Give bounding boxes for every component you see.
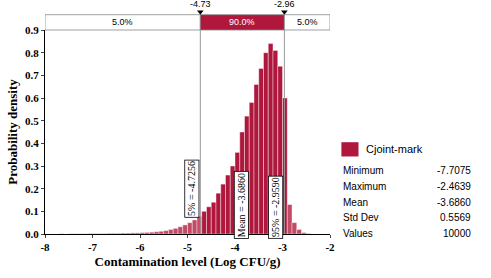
svg-text:Std Dev: Std Dev (343, 212, 379, 223)
svg-text:0.9: 0.9 (25, 24, 39, 36)
svg-text:5% = -4.7256: 5% = -4.7256 (186, 161, 197, 216)
svg-text:0.1: 0.1 (25, 205, 39, 217)
svg-text:0.3: 0.3 (25, 160, 39, 172)
svg-text:90.0%: 90.0% (229, 17, 255, 27)
svg-text:95% = -2.9590: 95% = -2.9590 (270, 177, 281, 237)
svg-text:-4.73: -4.73 (190, 0, 211, 9)
svg-text:5.0%: 5.0% (297, 17, 318, 27)
svg-text:Values: Values (343, 228, 373, 239)
svg-text:-2.4639: -2.4639 (437, 181, 471, 192)
svg-text:Contamination level (Log CFU/g: Contamination level (Log CFU/g) (95, 254, 281, 269)
svg-text:-8: -8 (40, 241, 50, 253)
svg-text:0.0: 0.0 (25, 228, 39, 240)
svg-text:0.5569: 0.5569 (440, 212, 471, 223)
svg-text:-7.7075: -7.7075 (437, 165, 471, 176)
svg-text:Probability density: Probability density (5, 79, 20, 185)
svg-text:Cjoint-mark: Cjoint-mark (366, 143, 423, 155)
svg-text:-5: -5 (183, 241, 193, 253)
svg-text:-3: -3 (278, 241, 288, 253)
svg-text:Maximum: Maximum (343, 181, 386, 192)
svg-text:0.4: 0.4 (25, 137, 39, 149)
svg-text:5.0%: 5.0% (112, 17, 133, 27)
svg-text:-4: -4 (230, 241, 240, 253)
svg-text:0.5: 0.5 (25, 115, 39, 127)
svg-text:0.6: 0.6 (25, 92, 39, 104)
svg-text:Mean = -3.6860: Mean = -3.6860 (236, 173, 247, 237)
svg-text:Minimum: Minimum (343, 165, 384, 176)
svg-text:0.8: 0.8 (25, 47, 39, 59)
svg-text:Mean: Mean (343, 197, 368, 208)
svg-text:-6: -6 (135, 241, 145, 253)
svg-text:-3.6860: -3.6860 (437, 197, 471, 208)
svg-text:-2: -2 (325, 241, 335, 253)
svg-text:0.7: 0.7 (25, 69, 39, 81)
svg-text:10000: 10000 (443, 228, 471, 239)
svg-text:-2.96: -2.96 (274, 0, 295, 9)
svg-text:0.2: 0.2 (25, 183, 39, 195)
svg-text:-7: -7 (88, 241, 98, 253)
